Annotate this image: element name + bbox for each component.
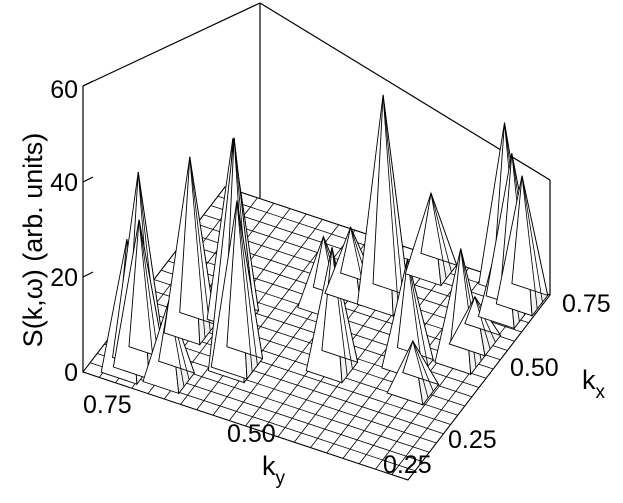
z-tick-mark-60 xyxy=(82,80,94,87)
peak-face xyxy=(511,175,549,297)
peak-ridge xyxy=(236,200,258,366)
z-tick-mark-20 xyxy=(82,271,94,278)
z-tick-label-0: 0 xyxy=(64,359,78,387)
ky-tick-label-0.75: 0.75 xyxy=(83,391,132,419)
ky-axis-label-sub: y xyxy=(276,468,286,489)
peak-face xyxy=(226,200,264,360)
ky-axis: 0.75 0.50 0.25 ky xyxy=(83,391,432,489)
peak-ridge xyxy=(189,156,211,332)
peak-ridge xyxy=(138,219,155,373)
peak xyxy=(404,191,458,287)
peak xyxy=(386,339,440,406)
kx-tick-label-0.50: 0.50 xyxy=(510,354,559,382)
peak-ridge xyxy=(412,340,429,399)
peak-ridge xyxy=(382,94,399,310)
kx-tick-label-0.75: 0.75 xyxy=(562,290,611,318)
z-tick-label-20: 20 xyxy=(50,264,78,292)
peak-face xyxy=(321,247,359,363)
peak-ridge xyxy=(189,156,206,338)
ky-tick-label-0.50: 0.50 xyxy=(227,420,276,448)
peak-face xyxy=(128,219,166,360)
peak-face xyxy=(402,339,440,386)
peak-ridge xyxy=(407,258,429,367)
peak xyxy=(495,175,549,317)
peak-ridge xyxy=(474,296,491,350)
peak-ridge xyxy=(474,296,496,343)
z-tick-label-40: 40 xyxy=(50,169,78,197)
peak xyxy=(210,200,264,381)
ky-tick-label-0.25: 0.25 xyxy=(383,451,432,479)
box-edge-back-top xyxy=(82,2,261,87)
peak-ridge xyxy=(382,94,404,303)
peak-ridge xyxy=(521,175,538,309)
z-tick-mark-40 xyxy=(82,176,94,183)
mesh-line-ky xyxy=(196,224,340,411)
peak-ridge xyxy=(521,175,543,303)
kx-axis-label-main: k xyxy=(582,365,596,395)
peak-ridge xyxy=(430,193,447,279)
peak-surfaces xyxy=(100,94,549,406)
ky-axis-label: ky xyxy=(262,451,286,489)
z-axis-label: S(k,ω) (arb. units) xyxy=(18,133,48,348)
ky-axis-label-main: k xyxy=(262,451,276,481)
z-tick-label-60: 60 xyxy=(50,76,78,104)
peak xyxy=(356,94,410,318)
peak-ridge xyxy=(430,193,452,273)
peak-ridge xyxy=(412,340,434,392)
z-axis-ticks: 0 20 40 60 xyxy=(50,76,94,387)
kx-tick-label-0.25: 0.25 xyxy=(448,426,497,454)
kx-axis-label: kx xyxy=(582,365,606,403)
peak-face xyxy=(179,156,217,325)
kx-axis: 0.25 0.50 0.75 kx xyxy=(448,290,611,454)
peak-face xyxy=(420,191,458,266)
peak-face xyxy=(372,94,410,297)
kx-axis-label-sub: x xyxy=(596,382,606,403)
peak xyxy=(163,156,217,346)
peak-ridge xyxy=(236,200,253,373)
